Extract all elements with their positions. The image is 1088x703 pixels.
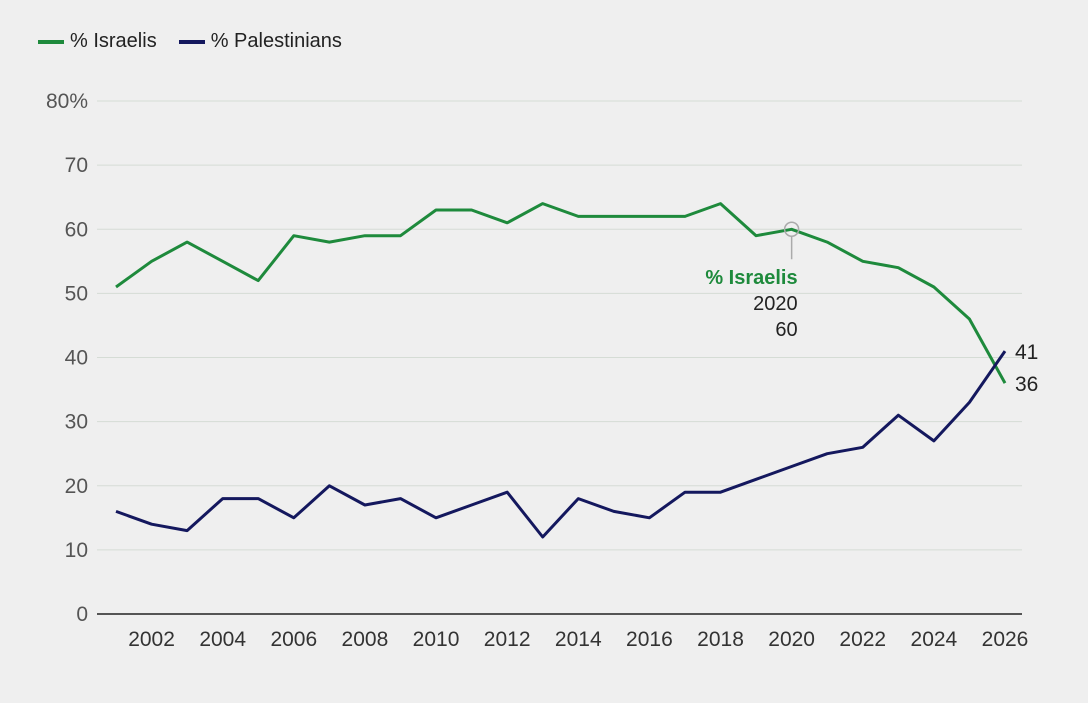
- x-tick-label: 2008: [342, 628, 389, 651]
- annotation-value: 60: [775, 319, 797, 341]
- legend-swatch-israelis: [38, 39, 64, 44]
- x-tick-label: 2020: [768, 628, 815, 651]
- annotation-year: 2020: [753, 293, 798, 315]
- y-tick-label: 20: [65, 475, 88, 498]
- legend: % Israelis % Palestinians: [38, 30, 342, 53]
- legend-item-israelis[interactable]: % Israelis: [38, 30, 157, 53]
- x-tick-label: 2024: [911, 628, 958, 651]
- y-tick-label: 80%: [46, 90, 88, 113]
- y-tick-label: 50: [65, 282, 88, 305]
- x-tick-label: 2012: [484, 628, 531, 651]
- y-tick-label: 10: [65, 539, 88, 562]
- series-line-palestinians: [115, 350, 1007, 539]
- x-tick-label: 2014: [555, 628, 602, 651]
- y-tick-label: 30: [65, 411, 88, 434]
- end-label-israelis: 36: [1015, 373, 1038, 396]
- x-tick-label: 2002: [128, 628, 175, 651]
- x-tick-label: 2004: [199, 628, 246, 651]
- end-label-palestinians: 41: [1015, 341, 1038, 364]
- y-tick-label: 40: [65, 347, 88, 370]
- x-tick-label: 2010: [413, 628, 460, 651]
- legend-item-palestinians[interactable]: % Palestinians: [178, 30, 342, 53]
- series-line-israelis: [115, 202, 1007, 384]
- x-tick-label: 2026: [982, 628, 1029, 651]
- y-tick-label: 70: [65, 154, 88, 177]
- legend-swatch-palestinians: [178, 39, 205, 44]
- y-tick-label: 0: [76, 603, 88, 626]
- annotation-title: % Israelis: [705, 267, 797, 289]
- y-tick-label: 60: [65, 218, 88, 241]
- x-tick-label: 2006: [270, 628, 317, 651]
- legend-label-israelis: % Israelis: [70, 30, 157, 52]
- x-tick-label: 2022: [839, 628, 886, 651]
- x-tick-label: 2016: [626, 628, 673, 651]
- legend-label-palestinians: % Palestinians: [210, 30, 342, 52]
- x-tick-label: 2018: [697, 628, 744, 651]
